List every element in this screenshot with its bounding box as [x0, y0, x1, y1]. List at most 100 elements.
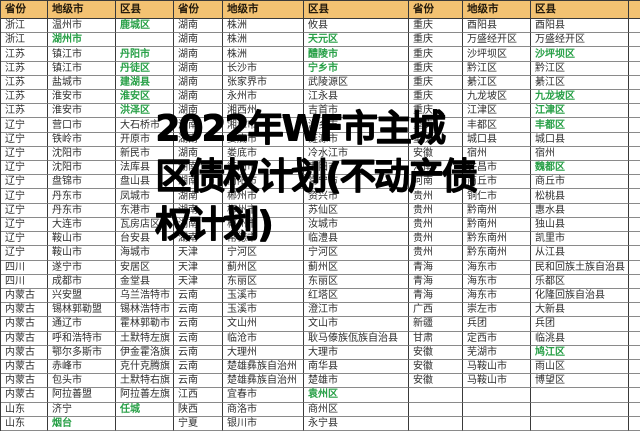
district-cell: 博望区: [531, 374, 629, 389]
province-cell: 青海: [409, 274, 463, 289]
column-header-city: 地级市: [48, 1, 116, 19]
province-cell: 浙江: [1, 19, 48, 34]
province-cell: 天津: [174, 246, 223, 261]
province-cell: 辽宁: [1, 189, 48, 204]
clipped-cell: [629, 360, 640, 375]
clipped-cell: [629, 417, 640, 431]
clipped-cell: [629, 204, 640, 218]
province-cell: 辽宁: [1, 203, 48, 218]
district-cell: 红塔区: [304, 288, 409, 304]
district-cell: 綦江区: [531, 75, 629, 91]
province-cell: 内蒙古: [1, 345, 48, 360]
province-cell: 内蒙古: [1, 359, 48, 375]
province-cell: 江苏: [1, 90, 48, 105]
province-cell: 云南: [174, 288, 223, 304]
city-cell: 湖州市: [48, 33, 116, 48]
district-cell: 丰都区: [531, 118, 629, 133]
clipped-cell: [629, 289, 640, 304]
province-cell: 重庆: [409, 19, 463, 34]
city-cell: 海东市: [463, 288, 531, 304]
city-cell: 大理州: [223, 345, 304, 360]
clipped-cell: [629, 346, 640, 360]
city-cell: 临沧市: [223, 331, 304, 346]
city-cell: 大连市: [48, 217, 116, 233]
district-cell: 丹阳市: [116, 47, 174, 62]
district-cell: 凤城市: [116, 189, 174, 204]
city-cell: 黔南州: [463, 203, 531, 218]
city-cell: 镇江市: [48, 47, 116, 62]
province-cell: 新疆: [409, 317, 463, 332]
city-cell: [463, 388, 531, 403]
city-cell: 银川市: [223, 416, 304, 431]
clipped-cell: [629, 76, 640, 91]
city-cell: 丰都区: [463, 118, 531, 133]
district-cell: 攸县: [304, 19, 409, 34]
city-cell: 株洲: [223, 47, 304, 62]
district-cell: 土默特左旗: [116, 331, 174, 346]
clipped-cell: [629, 317, 640, 332]
district-cell: 雨山区: [531, 359, 629, 375]
district-cell: 宿州: [531, 146, 629, 162]
city-cell: 宁河区: [223, 246, 304, 261]
district-cell: 魏都区: [531, 161, 629, 176]
city-cell: 沈阳市: [48, 146, 116, 162]
clipped-cell: [629, 275, 640, 289]
city-cell: 许昌市: [463, 161, 531, 176]
district-cell: 黔江区: [531, 61, 629, 76]
province-cell: 安徽: [409, 374, 463, 389]
city-cell: 黔江区: [463, 61, 531, 76]
province-cell: 重庆: [409, 104, 463, 119]
province-cell: 天津: [174, 274, 223, 289]
city-cell: 衡阳市: [223, 161, 304, 176]
district-cell: [531, 388, 629, 403]
province-cell: 辽宁: [1, 132, 48, 147]
district-cell: 沙坪坝区: [531, 47, 629, 62]
province-cell: 天津: [174, 260, 223, 275]
city-cell: 鞍山市: [48, 246, 116, 261]
clipped-cell: [629, 161, 640, 176]
district-cell: 袁州区: [304, 388, 409, 403]
clipped-cell: [629, 261, 640, 275]
city-cell: 丹东市: [48, 189, 116, 204]
district-cell: 宁乡市: [304, 61, 409, 76]
column-header-district: 区县: [116, 1, 174, 19]
district-cell: 丹徒区: [116, 61, 174, 76]
clipped-cell: [629, 133, 640, 147]
district-cell: 城口县: [531, 132, 629, 147]
province-cell: 山东: [1, 416, 48, 431]
province-cell: 湖南: [174, 90, 223, 105]
province-cell: 云南: [174, 359, 223, 375]
city-cell: 淮安市: [48, 90, 116, 105]
city-cell: 沙坪坝区: [463, 47, 531, 62]
province-cell: 辽宁: [1, 175, 48, 190]
city-cell: 丹东市: [48, 203, 116, 218]
district-cell: [116, 33, 174, 48]
city-cell: 商丘市: [463, 175, 531, 190]
column-header-province: 省份: [409, 1, 463, 19]
city-cell: 城口县: [463, 132, 531, 147]
province-cell: [409, 416, 463, 431]
district-cell: 汝城市: [304, 217, 409, 233]
city-cell: 文山州: [223, 317, 304, 332]
province-cell: 甘肃: [409, 331, 463, 346]
district-cell: 松桃县: [531, 189, 629, 204]
province-cell: 安徽: [409, 146, 463, 162]
city-cell: 郴州市: [223, 189, 304, 204]
city-cell: 宿州: [463, 146, 531, 162]
city-cell: 娄底市: [223, 146, 304, 162]
clipped-cell: [629, 175, 640, 190]
province-cell: 江苏: [1, 104, 48, 119]
city-cell: 黔东南州: [463, 232, 531, 247]
district-cell: 海城市: [116, 246, 174, 261]
province-cell: 贵州: [409, 189, 463, 204]
district-cell: 大石桥市: [116, 118, 174, 133]
district-cell: 常宁市: [304, 175, 409, 190]
city-cell: 鞍山市: [48, 232, 116, 247]
district-cell: 新民市: [116, 146, 174, 162]
province-cell: 湖南: [174, 47, 223, 62]
province-cell: 内蒙古: [1, 288, 48, 304]
district-cell: 临洮县: [531, 331, 629, 346]
clipped-cell: [629, 303, 640, 318]
column-header-province: 省份: [1, 1, 48, 19]
